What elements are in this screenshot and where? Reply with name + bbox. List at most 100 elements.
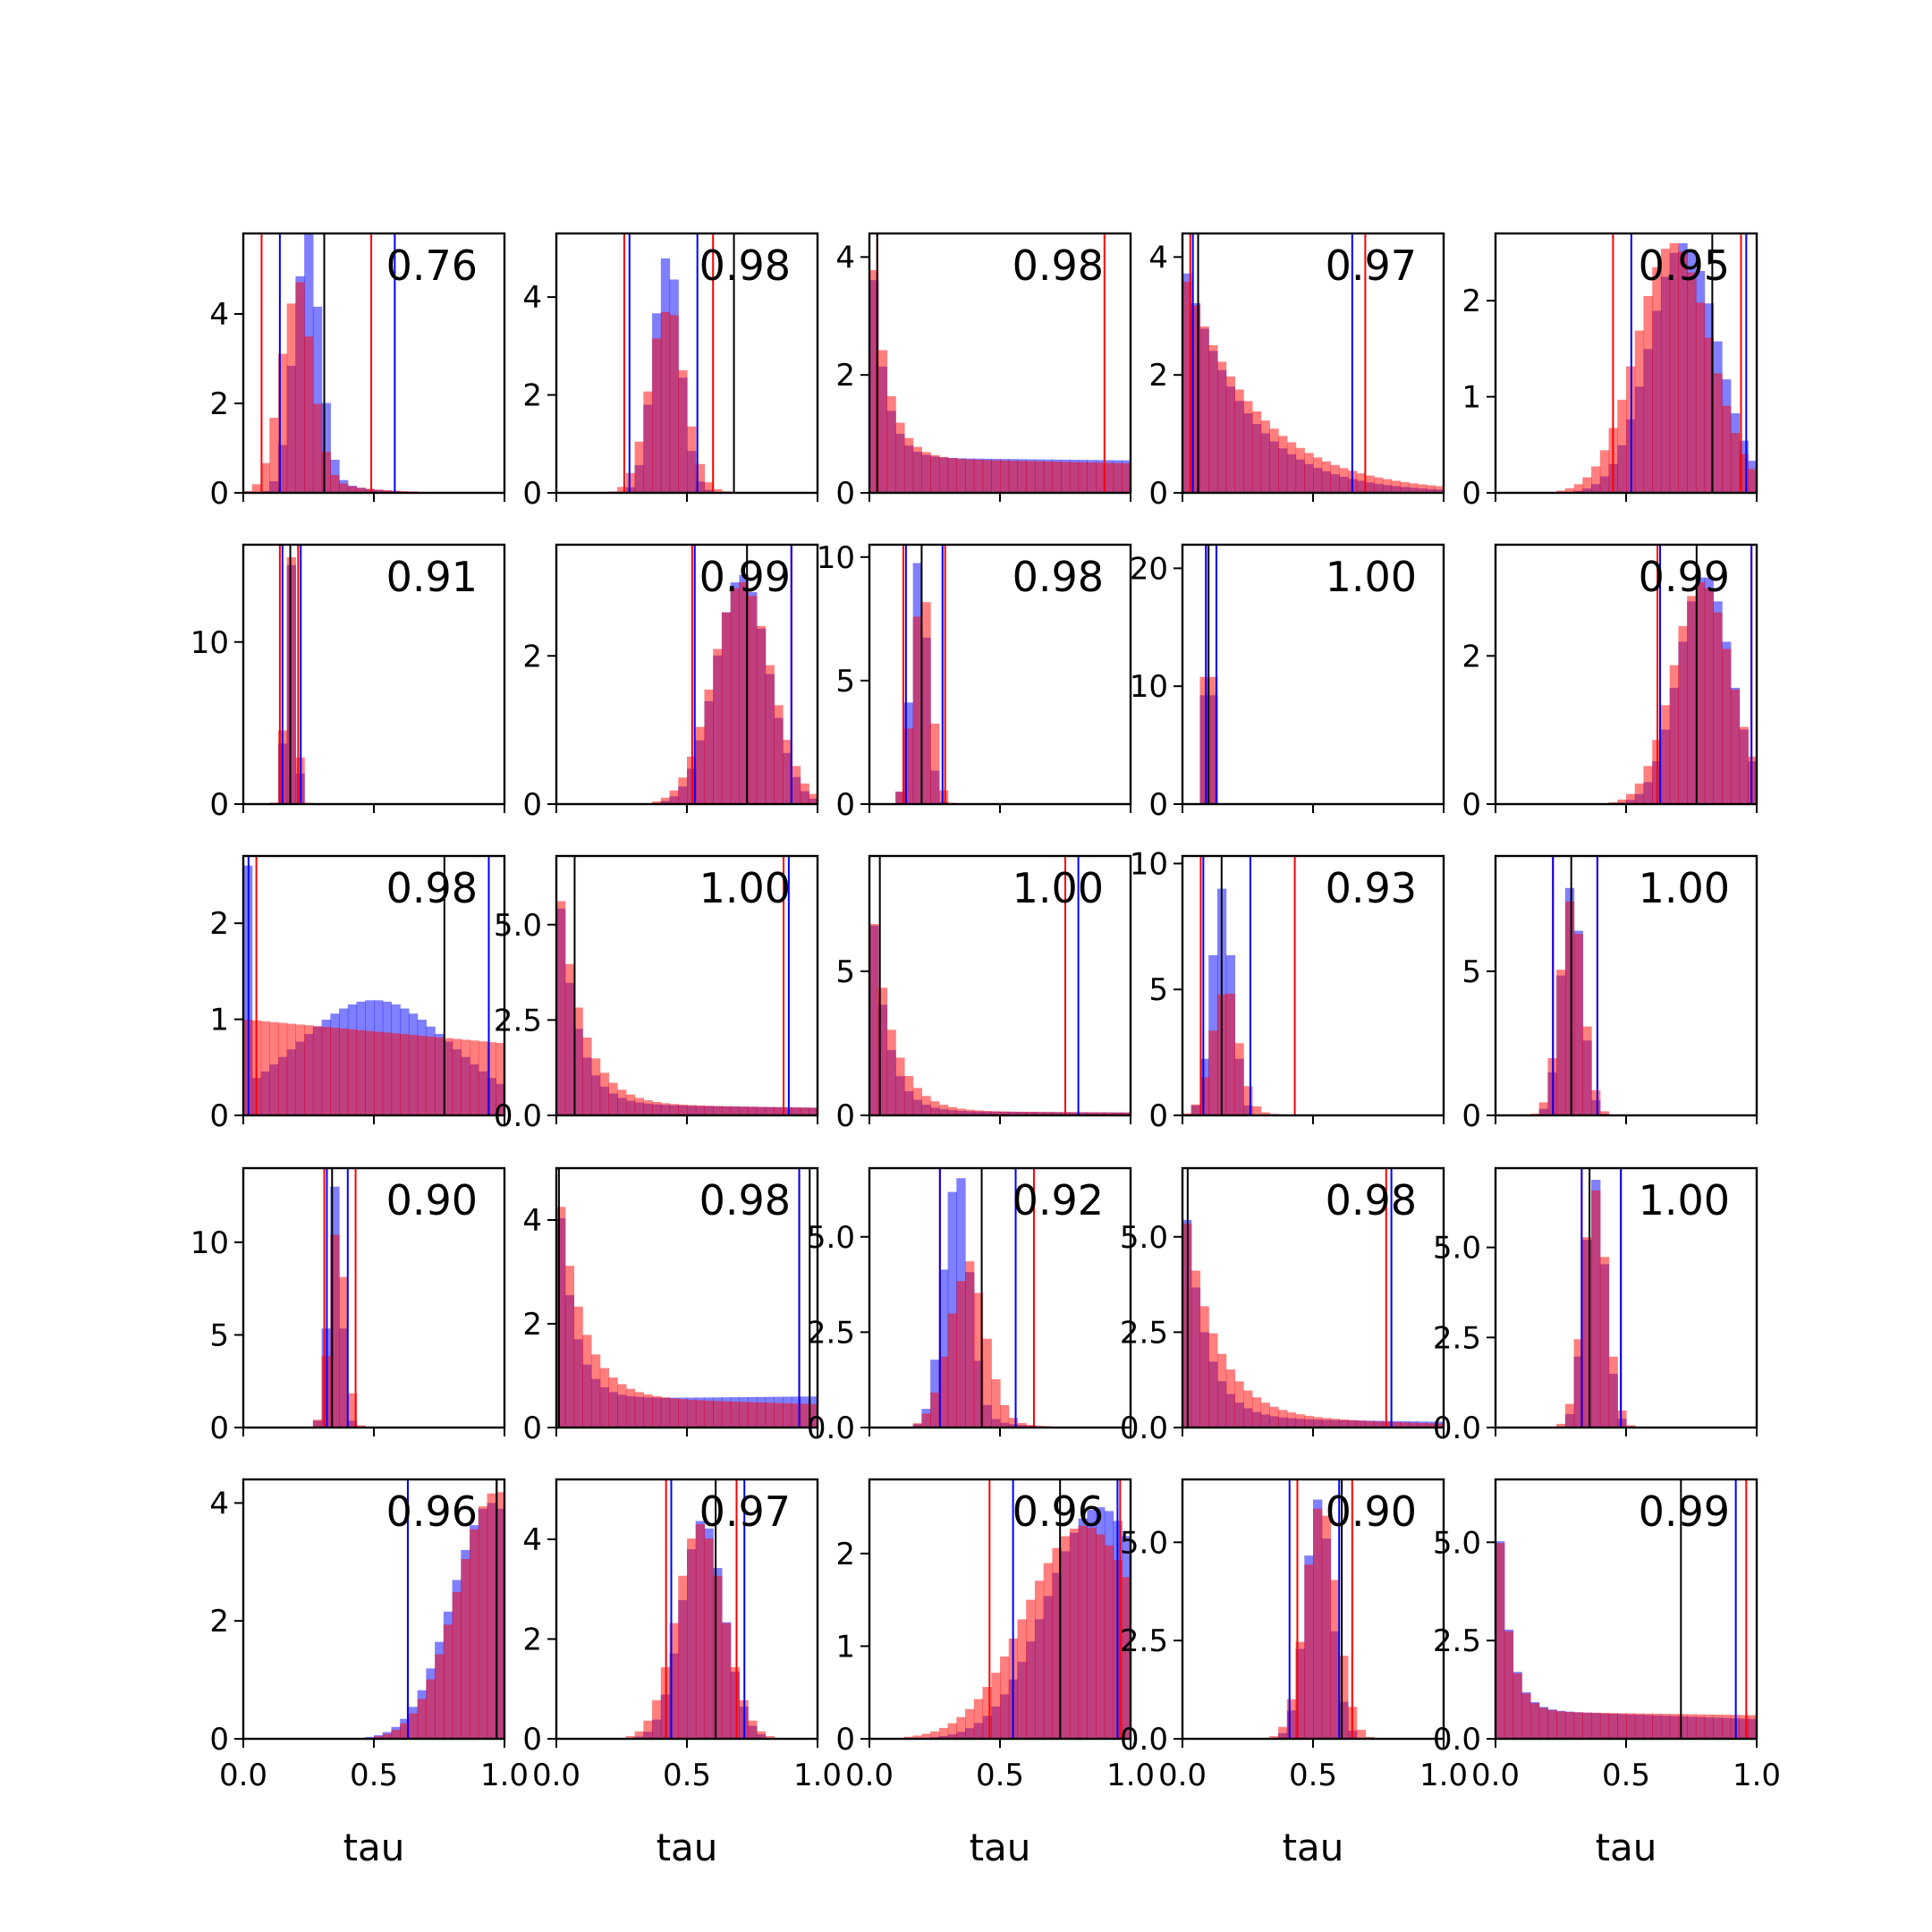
- histogram-bar-series-b: [669, 1623, 679, 1739]
- histogram-bar-series-b: [1652, 267, 1662, 493]
- y-tick-label: 0.0: [1120, 1722, 1168, 1758]
- histogram-bar-series-b: [295, 282, 305, 493]
- y-tick-label: 0: [1462, 476, 1481, 512]
- histogram-bar-series-b: [1704, 337, 1714, 493]
- histogram-bar-series-b: [991, 1379, 1001, 1428]
- histogram-bar-series-b: [704, 689, 714, 804]
- y-tick-label: 2: [1462, 639, 1481, 674]
- histogram-bar-series-b: [1251, 411, 1262, 493]
- histogram-bar-series-b: [695, 1524, 706, 1739]
- histogram-bar-series-b: [713, 648, 723, 804]
- y-tick-label: 5: [1462, 954, 1481, 990]
- histogram-bar-series-b: [973, 1110, 984, 1115]
- histogram-bar-series-b: [417, 1035, 427, 1115]
- y-tick-label: 2.5: [1433, 1320, 1481, 1356]
- histogram-bar-series-b: [1122, 1577, 1131, 1739]
- histogram-bar-series-b: [678, 370, 688, 493]
- histogram-bar-series-b: [330, 1234, 340, 1428]
- histogram-bar-series-b: [590, 1354, 601, 1428]
- panel-stat-label: 0.99: [1639, 1487, 1730, 1536]
- histogram-bar-series-b: [564, 963, 575, 1115]
- x-tick-label: 1.0: [1419, 1758, 1468, 1793]
- histogram-bar-series-b: [1504, 1631, 1514, 1739]
- histogram-bar-series-b: [956, 1281, 966, 1428]
- histogram-panel-25: 0.0 2.5 5.0 0.0 0.5 1.0 0.99: [1433, 1478, 1781, 1793]
- histogram-bar-series-b: [374, 1031, 384, 1115]
- x-tick-label: 0.0: [845, 1758, 894, 1793]
- histogram-bar-series-b: [487, 1042, 496, 1115]
- histogram-bar-series-b: [921, 1413, 931, 1428]
- histogram-bar-series-b: [1704, 1714, 1714, 1739]
- histogram-panel-23: 0 1 2 0.0 0.5 1.0 0.96: [835, 1478, 1155, 1793]
- histogram-bar-series-b: [408, 1713, 419, 1739]
- histogram-bar-series-b: [1409, 483, 1419, 493]
- y-tick-label: 0: [522, 476, 542, 512]
- histogram-bar-series-b: [1026, 1112, 1036, 1115]
- histogram-bar-series-b: [1722, 1715, 1732, 1739]
- histogram-bar-series-b: [765, 1736, 775, 1739]
- y-tick-label: 2: [835, 1537, 855, 1572]
- y-tick-label: 2: [522, 639, 542, 674]
- histogram-bar-series-b: [748, 1402, 758, 1428]
- histogram-bar-series-b: [713, 1401, 723, 1428]
- histogram-bar-series-b: [1295, 447, 1305, 493]
- histogram-bar-series-b: [1278, 436, 1288, 493]
- histogram-bar-series-b: [1199, 326, 1209, 493]
- histogram-bar-series-b: [269, 1021, 279, 1115]
- histogram-bar-series-b: [1191, 1104, 1201, 1115]
- y-tick-label: 10: [817, 540, 855, 576]
- y-tick-label: 20: [1130, 551, 1168, 587]
- histogram-panel-20: 0.0 2.5 5.0 1.00: [1433, 1166, 1758, 1446]
- histogram-bar-series-b: [704, 1106, 714, 1115]
- y-tick-label: 5: [835, 954, 855, 990]
- histogram-panel-11: 0 1 2 0.98: [209, 854, 506, 1134]
- histogram-bar-series-b: [877, 350, 888, 493]
- histogram-bar-series-b: [470, 1529, 479, 1739]
- histogram-bar-series-b: [756, 1106, 767, 1115]
- histogram-bar-series-b: [1626, 793, 1636, 804]
- histogram-bar-series-b: [625, 1094, 636, 1115]
- histogram-bar-series-b: [903, 437, 914, 493]
- histogram-bar-series-b: [1286, 1699, 1297, 1739]
- panel-stat-label: 1.00: [699, 864, 791, 912]
- y-tick-label: 0: [209, 476, 229, 512]
- histogram-bar-series-a: [321, 402, 331, 493]
- histogram-bar-series-b: [721, 1623, 732, 1739]
- histogram-bar-series-b: [1269, 1736, 1279, 1739]
- x-tick-label: 0.0: [219, 1758, 267, 1793]
- histogram-bar-series-b: [478, 1041, 488, 1115]
- histogram-bar-series-b: [251, 484, 262, 493]
- y-tick-label: 1: [835, 1629, 855, 1665]
- panel-stat-label: 0.95: [1639, 242, 1730, 290]
- histogram-bar-series-b: [678, 1575, 688, 1739]
- histogram-panel-16: 0 5 10 0.90: [191, 1166, 506, 1446]
- histogram-bar-series-b: [634, 441, 644, 493]
- histogram-bar-series-b: [895, 1057, 905, 1115]
- histogram-bar-series-b: [1026, 1599, 1036, 1739]
- histogram-bar-series-b: [1278, 1726, 1288, 1739]
- y-tick-label: 4: [522, 280, 542, 316]
- histogram-bar-series-b: [556, 1207, 566, 1428]
- histogram-bar-series-b: [443, 1038, 453, 1115]
- y-tick-label: 1: [1462, 380, 1481, 416]
- histogram-panel-8: 0 5 10 0.98: [817, 540, 1132, 823]
- histogram-bar-series-b: [652, 801, 662, 804]
- histogram-bar-series-b: [1339, 1419, 1349, 1428]
- histogram-bar-series-b: [783, 1106, 792, 1115]
- histogram-panel-19: 0.0 2.5 5.0 0.98: [1120, 1166, 1445, 1446]
- histogram-bar-series-b: [487, 1493, 496, 1739]
- histogram-bar-series-b: [356, 1425, 366, 1428]
- histogram-bar-series-b: [1591, 1712, 1601, 1739]
- x-tick-label: 1.0: [793, 1758, 842, 1793]
- y-tick-label: 0: [835, 1722, 855, 1758]
- histogram-bar-series-b: [1400, 1422, 1410, 1428]
- histogram-bar-series-b: [652, 1395, 662, 1428]
- y-tick-label: 2: [835, 358, 855, 394]
- y-tick-label: 0: [835, 787, 855, 823]
- histogram-bar-series-b: [1017, 1422, 1027, 1428]
- y-tick-label: 0: [209, 1722, 229, 1758]
- histogram-bar-series-b: [748, 1106, 758, 1115]
- histogram-bar-series-b: [1722, 405, 1732, 493]
- histogram-panel-3: 0 2 4 0.98: [835, 232, 1132, 512]
